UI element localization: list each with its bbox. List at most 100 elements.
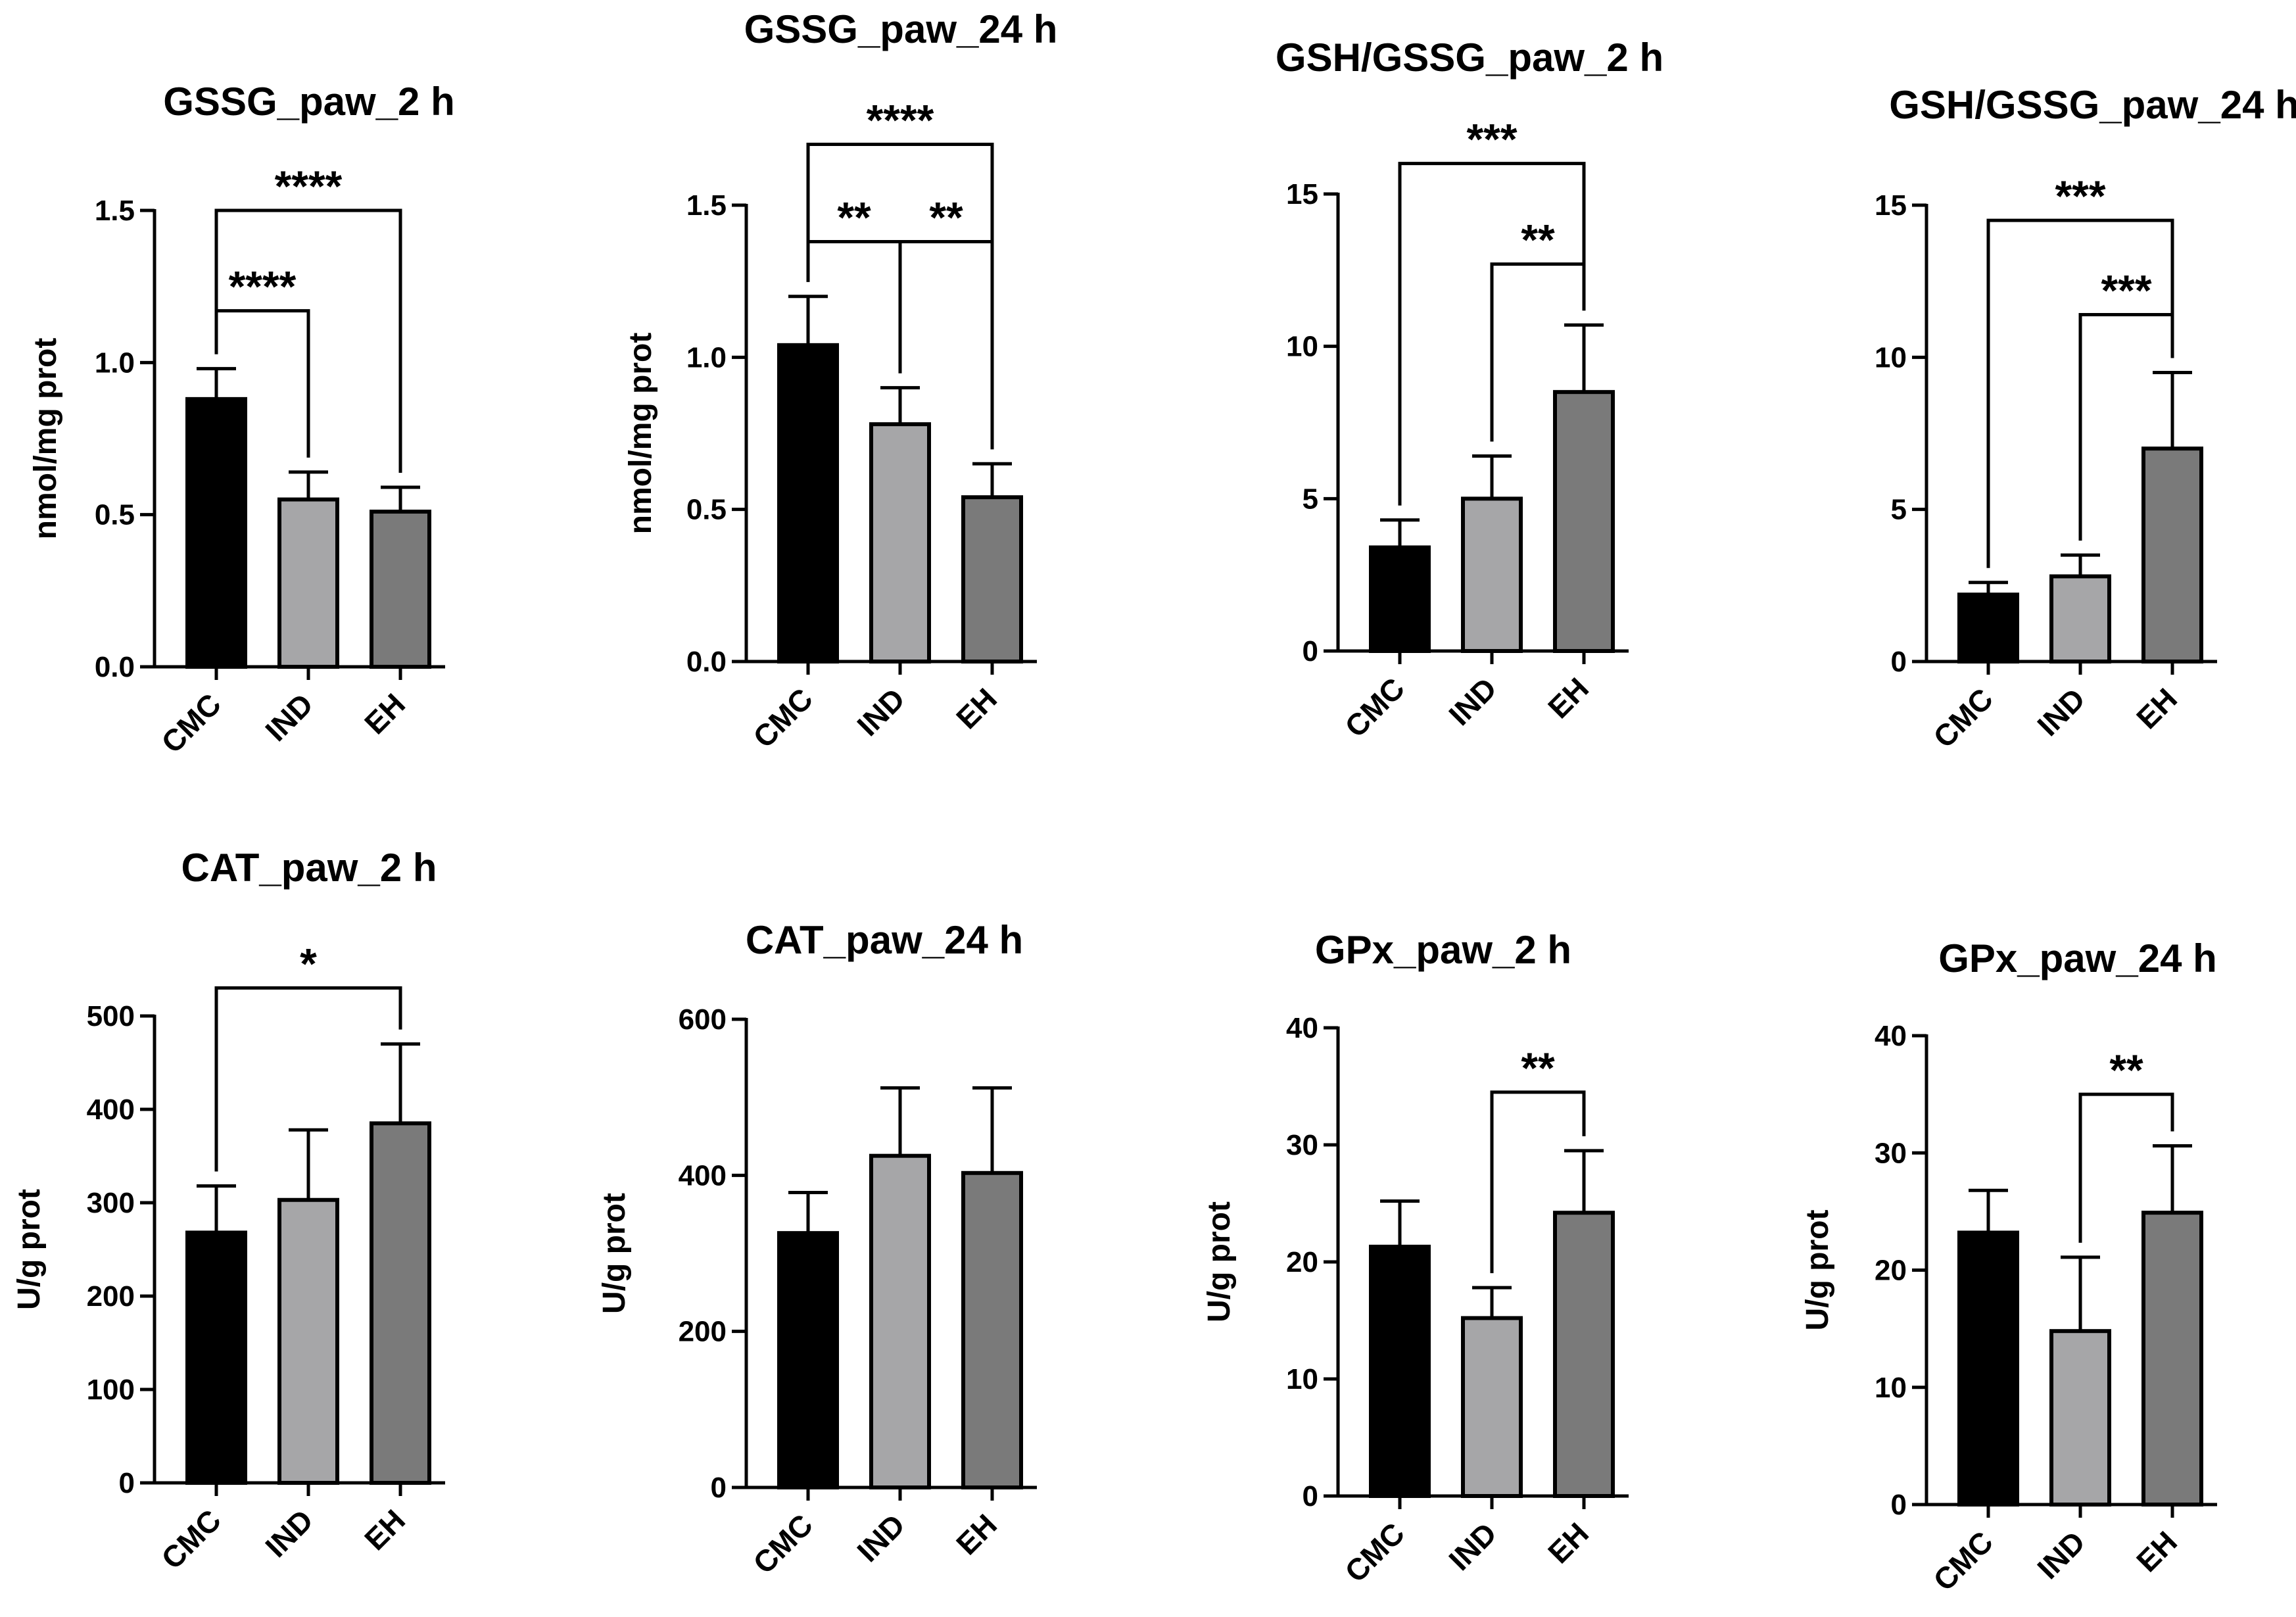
significance-label: **** xyxy=(867,95,934,144)
chart-panel-8: GPx_paw_24 h U/g prot 0 10 20 30 40 CMC IND EH ** xyxy=(1800,936,2217,1597)
x-tick-label: IND xyxy=(1442,671,1503,732)
bar-cmc xyxy=(185,397,247,669)
y-axis-label: nmol/mg prot xyxy=(623,333,658,535)
bar-ind xyxy=(869,422,931,664)
chart-panel-5: CAT_paw_2 h U/g prot 0 100 200 300 400 500 CMC IN… xyxy=(12,846,445,1576)
significance-label: **** xyxy=(275,162,343,210)
y-tick-label: 15 xyxy=(1875,189,1907,222)
significance-bracket xyxy=(1490,1090,1586,1274)
chart-title: GPx_paw_2 h xyxy=(1315,928,1571,972)
y-tick-label: 0.5 xyxy=(686,494,727,526)
significance-bracket xyxy=(1986,218,2174,568)
significance-label: * xyxy=(300,939,317,988)
x-tick-label: IND xyxy=(1442,1516,1503,1577)
significance-bracket xyxy=(2078,313,2174,541)
significance-label: *** xyxy=(1466,115,1517,164)
significance-label: ** xyxy=(1521,216,1555,264)
x-tick-label: EH xyxy=(358,687,412,740)
bar-eh xyxy=(370,1121,431,1485)
y-tick-label: 500 xyxy=(87,1000,135,1032)
y-tick-label: 200 xyxy=(679,1316,727,1348)
significance-label: ** xyxy=(929,193,963,242)
significance-label: *** xyxy=(2101,266,2151,315)
y-tick-label: 10 xyxy=(1286,331,1318,363)
bar-cmc xyxy=(777,1231,839,1489)
bar-ind xyxy=(1461,496,1523,653)
bar-eh xyxy=(961,495,1023,664)
bar-ind xyxy=(277,497,339,669)
x-tick-label: CMC xyxy=(1926,1524,1999,1597)
y-tick-label: 0 xyxy=(1303,1480,1318,1512)
y-tick-label: 5 xyxy=(1891,494,1907,526)
bar-ind xyxy=(2049,574,2111,664)
x-tick-label: IND xyxy=(2030,1524,2092,1585)
bar-eh xyxy=(1553,1211,1615,1498)
bar-ind xyxy=(869,1153,931,1489)
y-tick-label: 0 xyxy=(1303,635,1318,667)
y-tick-label: 30 xyxy=(1286,1129,1318,1161)
y-axis-label: U/g prot xyxy=(597,1193,632,1314)
bar-eh xyxy=(2141,1211,2203,1507)
chart-panel-4: GSH/GSSG_paw_24 h 0 5 10 15 CMC IND EH *** *** xyxy=(1875,83,2296,754)
x-tick-label: IND xyxy=(850,1507,911,1568)
x-tick-label: CMC xyxy=(155,1503,227,1576)
x-tick-label: IND xyxy=(850,681,911,742)
chart-panel-1: GSSG_paw_2 h nmol/mg prot 0.0 0.5 1.0 1.5 CMC I… xyxy=(28,80,455,760)
x-tick-label: CMC xyxy=(746,681,819,754)
chart-title: GSH/GSSG_paw_24 h xyxy=(1889,83,2296,127)
y-tick-label: 5 xyxy=(1303,483,1318,515)
significance-bracket xyxy=(1398,162,1586,506)
chart-title: GSSG_paw_24 h xyxy=(744,7,1058,51)
bar-eh xyxy=(961,1171,1023,1489)
bar-ind xyxy=(277,1197,339,1485)
y-tick-label: 40 xyxy=(1286,1012,1318,1044)
chart-title: CAT_paw_2 h xyxy=(181,846,437,890)
y-tick-label: 20 xyxy=(1875,1255,1907,1287)
x-tick-label: IND xyxy=(258,1503,320,1564)
y-tick-label: 0 xyxy=(711,1472,727,1504)
significance-bracket xyxy=(214,986,402,1172)
x-tick-label: EH xyxy=(1541,1516,1595,1570)
y-tick-label: 600 xyxy=(679,1003,727,1036)
significance-label: ** xyxy=(1521,1044,1555,1092)
significance-label: *** xyxy=(2055,172,2105,220)
x-tick-label: CMC xyxy=(1338,671,1411,744)
bar-cmc xyxy=(185,1230,247,1485)
chart-panel-6: CAT_paw_24 h U/g prot 0 200 400 600 CMC IND EH xyxy=(597,918,1037,1580)
bar-cmc xyxy=(1957,1230,2019,1507)
significance-bracket xyxy=(214,309,310,458)
y-axis-label: nmol/mg prot xyxy=(28,338,63,540)
y-tick-label: 15 xyxy=(1286,178,1318,210)
significance-label: **** xyxy=(229,262,297,311)
chart-title: GPx_paw_24 h xyxy=(1938,936,2217,980)
y-tick-label: 40 xyxy=(1875,1020,1907,1052)
y-tick-label: 400 xyxy=(679,1159,727,1192)
bar-eh xyxy=(370,510,431,669)
y-tick-label: 20 xyxy=(1286,1246,1318,1278)
y-tick-label: 10 xyxy=(1286,1363,1318,1395)
y-tick-label: 10 xyxy=(1875,341,1907,374)
x-tick-label: CMC xyxy=(155,687,227,760)
y-tick-label: 1.5 xyxy=(95,195,135,227)
x-tick-label: EH xyxy=(949,1507,1003,1561)
bar-ind xyxy=(1461,1316,1523,1498)
y-tick-label: 400 xyxy=(87,1094,135,1126)
bar-cmc xyxy=(1369,1244,1431,1498)
significance-bracket xyxy=(898,240,994,450)
y-tick-label: 10 xyxy=(1875,1372,1907,1404)
x-tick-label: EH xyxy=(2130,1524,2184,1578)
y-tick-label: 0.5 xyxy=(95,499,135,531)
y-tick-label: 0.0 xyxy=(686,646,727,678)
x-tick-label: CMC xyxy=(1926,681,1999,754)
y-tick-label: 30 xyxy=(1875,1137,1907,1169)
x-tick-label: EH xyxy=(1541,671,1595,725)
y-tick-label: 0 xyxy=(119,1467,135,1499)
y-tick-label: 0.0 xyxy=(95,651,135,683)
significance-bracket xyxy=(2078,1092,2174,1243)
y-tick-label: 200 xyxy=(87,1280,135,1313)
significance-bracket xyxy=(214,208,402,473)
x-tick-label: EH xyxy=(2130,681,2184,735)
x-tick-label: CMC xyxy=(1338,1516,1411,1589)
bar-eh xyxy=(1553,390,1615,654)
y-axis-label: U/g prot xyxy=(1202,1201,1237,1322)
